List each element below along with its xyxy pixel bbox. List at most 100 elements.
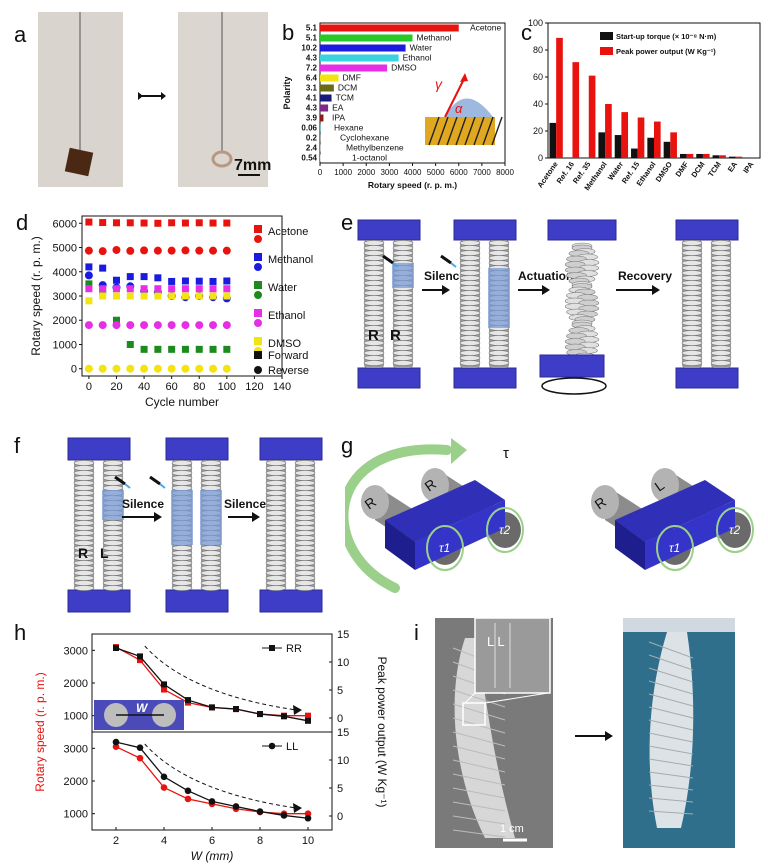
mesh-left-line-6 xyxy=(452,731,506,747)
point-d-8-5 xyxy=(153,364,162,373)
f2-yarn-left-coil xyxy=(171,555,193,561)
polarity-label-b-2: 10.2 xyxy=(301,44,317,53)
point-d-2-10 xyxy=(223,277,231,285)
mesh-left-line-7 xyxy=(452,745,506,760)
e2-bottom-block xyxy=(453,367,517,389)
chart-h: 1000 2000 3000 0 5 10 15 RR W 1000 2000 3000 0 5 10 15 L… xyxy=(33,629,389,863)
e1-yarn-right-coil xyxy=(392,360,414,366)
e4-yarn-right-coil xyxy=(710,265,732,271)
mesh-right-line-3 xyxy=(648,680,694,695)
e2-yarn-left-coil xyxy=(459,280,481,286)
bar-c-1-8 xyxy=(686,153,694,158)
category-label-c-10: TCM xyxy=(706,160,723,178)
point-d-7-1 xyxy=(99,292,107,300)
e3-top-block xyxy=(547,219,617,241)
e1-yarn-right-coil xyxy=(392,290,414,296)
point-d-5-3 xyxy=(126,285,134,293)
mesh-right-line-5 xyxy=(648,706,694,719)
mesh-left-line-13 xyxy=(452,829,506,838)
e4-yarn-left-coil xyxy=(681,295,703,301)
e-label-actuation: Actuation xyxy=(518,269,573,283)
f1-yarn-right-coil xyxy=(102,460,124,466)
mesh-left-line-10 xyxy=(452,787,506,799)
inset-hatch-4 xyxy=(464,116,476,146)
panel-label-d: d xyxy=(16,210,29,235)
photo-i-right-top xyxy=(623,618,735,632)
point-h-power-1-4 xyxy=(208,798,216,805)
e4-yarn-right-coil xyxy=(710,345,732,351)
polarity-label-b-11: 0.2 xyxy=(306,134,318,143)
f2-top-block xyxy=(165,437,229,461)
point-d-4-10 xyxy=(223,345,231,353)
e4-yarn-right-coil xyxy=(710,335,732,341)
point-d-7-5 xyxy=(154,292,162,300)
point-d-1-8 xyxy=(195,246,204,255)
f2-yarn-left-wet xyxy=(171,490,193,545)
legend-forward-label: Forward xyxy=(268,350,308,362)
legend-square-d-4 xyxy=(254,337,262,345)
e1-yarn-right-coil xyxy=(392,295,414,301)
f3-yarn-left-coil xyxy=(265,545,287,551)
point-d-1-7 xyxy=(181,246,190,255)
bar-c-1-0 xyxy=(556,37,563,158)
e1-yarn-right-coil xyxy=(392,300,414,306)
inset-alpha: α xyxy=(455,101,463,116)
bar-b-8 xyxy=(320,104,329,112)
ytick-label-c-3: 60 xyxy=(533,72,543,82)
trend-arrow-h-0 xyxy=(144,645,297,711)
f3-yarn-left-coil xyxy=(265,485,287,491)
point-d-7-10 xyxy=(223,292,231,300)
point-h-power-0-7 xyxy=(281,713,287,720)
f3-yarn-left-coil xyxy=(265,460,287,466)
bar-c-1-3 xyxy=(605,104,612,158)
e4-yarn-left-coil xyxy=(681,335,703,341)
ylabel-right-h: Peak power output (W Kg⁻¹) xyxy=(375,656,389,807)
polarity-label-b-4: 7.2 xyxy=(306,64,318,73)
e2-yarn-right-coil xyxy=(488,345,510,351)
xtick-label-d-3: 60 xyxy=(166,381,178,393)
ytick-label-d-1: 1000 xyxy=(53,339,77,351)
f3-yarn-right-coil xyxy=(294,555,316,561)
xtick-label-d-2: 40 xyxy=(138,381,150,393)
f3-bottom-block xyxy=(259,589,323,613)
ylabel-d: Rotary speed (r. p. m.) xyxy=(30,236,43,355)
f1-yarn-left-coil xyxy=(73,535,95,541)
ytick-left-label-h-1-1: 2000 xyxy=(64,776,88,788)
point-h-speed-1-3 xyxy=(184,795,192,803)
diagram-f: R L Silence Silence xyxy=(67,437,323,613)
e2-top-block xyxy=(453,219,517,241)
f1-yarn-left-coil xyxy=(73,585,95,591)
f3-yarn-right-coil xyxy=(294,525,316,531)
point-d-1-4 xyxy=(140,246,149,255)
point-d-8-8 xyxy=(195,364,204,373)
f1-yarn-left-coil xyxy=(73,510,95,516)
f2-yarn-left-coil xyxy=(171,470,193,476)
point-d-5-2 xyxy=(112,285,120,293)
point-d-8-2 xyxy=(112,364,121,373)
e1-yarn-left-coil xyxy=(363,360,385,366)
legend-square-d-3 xyxy=(254,309,262,317)
point-d-8-7 xyxy=(181,364,190,373)
f1-yarn-left xyxy=(73,460,95,591)
e2-yarn-left-coil xyxy=(459,265,481,271)
xtick-label-h-0: 2 xyxy=(113,835,119,847)
point-d-6-3 xyxy=(126,321,135,330)
legend-reverse-label: Reverse xyxy=(268,365,309,377)
f3-yarn-right-coil xyxy=(294,465,316,471)
legend-circle-d-1 xyxy=(254,263,262,271)
e4-yarn-left xyxy=(681,240,703,368)
e2-yarn-right-coil xyxy=(488,335,510,341)
point-d-2-9 xyxy=(209,277,217,285)
polarity-label-b-5: 6.4 xyxy=(306,74,318,83)
mesh-right-line-4 xyxy=(648,693,694,707)
f1-yarn-left-coil xyxy=(73,505,95,511)
f2-yarn-right-wet xyxy=(200,490,222,545)
bar-b-11 xyxy=(320,134,321,142)
f2-yarn-left-coil xyxy=(171,560,193,566)
ytick-label-c-4: 80 xyxy=(533,45,543,55)
legend-circle-d-2 xyxy=(254,291,262,299)
mesh-right-line-8 xyxy=(648,745,694,755)
f3-yarn-left-coil xyxy=(265,575,287,581)
f2-yarn-right-coil xyxy=(200,570,222,576)
e4-yarn-right-coil xyxy=(710,360,732,366)
